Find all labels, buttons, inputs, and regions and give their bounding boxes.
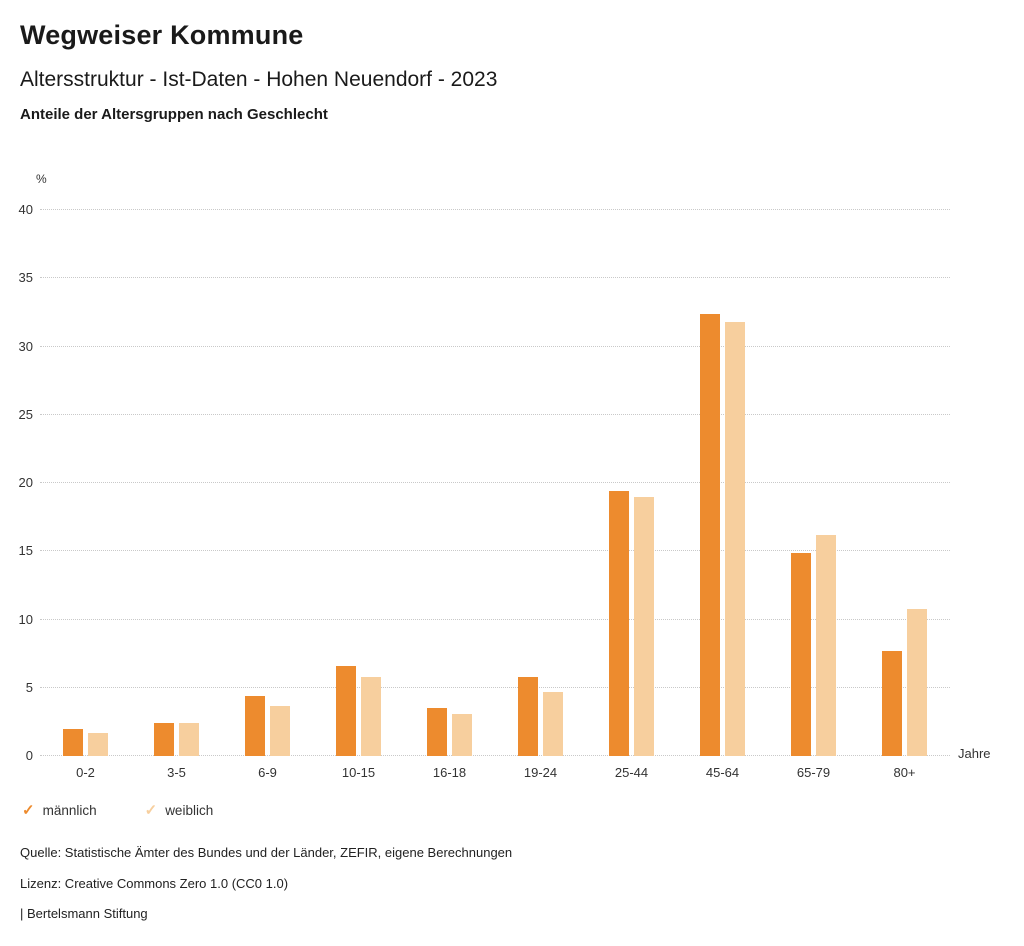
source-note: Quelle: Statistische Ämter des Bundes un… <box>20 845 513 860</box>
bar-group-45-64: 45-64 <box>677 210 768 780</box>
gridline: 35 <box>19 270 950 285</box>
bar-maennlich-25-44 <box>609 491 629 756</box>
x-tick-label: 45-64 <box>705 765 740 780</box>
bar-weiblich-25-44 <box>634 496 654 756</box>
bar-maennlich-45-64 <box>700 313 720 756</box>
bar-group-10-15: 10-15 <box>313 210 404 780</box>
bar-group-25-44: 25-44 <box>586 210 677 780</box>
gridline: 10 <box>19 612 950 627</box>
y-tick-label: 0 <box>25 748 33 763</box>
x-tick-label: 19-24 <box>523 765 558 780</box>
bar-weiblich-0-2 <box>88 732 108 756</box>
bar-weiblich-3-5 <box>179 723 199 756</box>
y-tick-label: 5 <box>25 679 33 695</box>
x-tick-label: 0-2 <box>76 765 95 780</box>
gridline: 25 <box>19 407 950 422</box>
bar-maennlich-3-5 <box>154 723 174 756</box>
bar-maennlich-16-18 <box>427 708 447 756</box>
gridline: 15 <box>19 543 950 558</box>
x-tick-label: 6-9 <box>258 765 277 780</box>
y-tick-label: 15 <box>18 543 33 559</box>
bar-maennlich-0-2 <box>63 728 83 756</box>
bar-group-65-79: 65-79 <box>768 210 859 780</box>
x-tick-label: 3-5 <box>167 765 186 780</box>
gridline: 0 <box>26 748 950 763</box>
bar-group-80+: 80+ <box>859 210 950 780</box>
license-note: Lizenz: Creative Commons Zero 1.0 (CC0 1… <box>20 876 289 891</box>
bars-container: 0-2 3-5 6-9 10-15 16-18 19-24 25-44 45-64 65-79 8… <box>40 210 950 780</box>
bar-weiblich-19-24 <box>543 691 563 756</box>
legend-item-maennlich[interactable]: ✓ männlich <box>22 803 97 818</box>
gridline: 5 <box>26 680 950 695</box>
chart-subtitle: Altersstruktur - Ist-Daten - Hohen Neuen… <box>20 68 498 91</box>
bar-group-6-9: 6-9 <box>222 210 313 780</box>
chart-heading: Anteile der Altersgruppen nach Geschlech… <box>20 106 328 123</box>
x-tick-label: 10-15 <box>341 765 376 780</box>
y-tick-label: 25 <box>18 406 33 422</box>
y-tick-label: 40 <box>18 202 33 217</box>
bar-weiblich-10-15 <box>361 676 381 756</box>
bar-maennlich-10-15 <box>336 665 356 756</box>
gridline: 40 <box>19 202 950 217</box>
attribution-note: | Bertelsmann Stiftung <box>20 906 148 921</box>
bar-weiblich-16-18 <box>452 713 472 756</box>
check-icon: ✓ <box>22 802 35 819</box>
y-tick-label: 20 <box>18 475 33 490</box>
bar-group-0-2: 0-2 <box>40 210 131 780</box>
gridline: 30 <box>19 339 950 354</box>
page-title: Wegweiser Kommune <box>20 20 304 50</box>
bar-weiblich-6-9 <box>270 705 290 756</box>
legend-label: männlich <box>42 803 97 818</box>
y-tick-label: 30 <box>18 338 33 354</box>
x-tick-label: 80+ <box>893 765 916 780</box>
y-tick-label: 10 <box>18 611 33 627</box>
bar-group-3-5: 3-5 <box>131 210 222 780</box>
bar-weiblich-65-79 <box>816 534 836 756</box>
bar-group-16-18: 16-18 <box>404 210 495 780</box>
bar-maennlich-80+ <box>882 650 902 756</box>
bar-group-19-24: 19-24 <box>495 210 586 780</box>
chart-legend: ✓ männlich ✓ weiblich <box>22 803 213 818</box>
x-axis-unit-label: Jahre <box>958 746 991 761</box>
bar-maennlich-19-24 <box>518 676 538 756</box>
bar-chart-plot-area: 0 5 10 15 20 25 30 35 40 0-2 3-5 6-9 10-15 16-18 19-24… <box>19 202 950 780</box>
legend-item-weiblich[interactable]: ✓ weiblich <box>145 803 214 818</box>
y-axis-unit-label: % <box>36 172 47 186</box>
bar-weiblich-45-64 <box>725 321 745 756</box>
x-tick-label: 65-79 <box>796 765 831 780</box>
bar-maennlich-6-9 <box>245 695 265 756</box>
bar-maennlich-65-79 <box>791 552 811 756</box>
bar-weiblich-80+ <box>907 608 927 756</box>
check-icon: ✓ <box>144 802 158 819</box>
y-tick-label: 35 <box>18 270 33 286</box>
gridline: 20 <box>19 475 950 490</box>
legend-label: weiblich <box>165 803 214 818</box>
x-tick-label: 25-44 <box>614 765 649 780</box>
x-tick-label: 16-18 <box>432 765 467 780</box>
